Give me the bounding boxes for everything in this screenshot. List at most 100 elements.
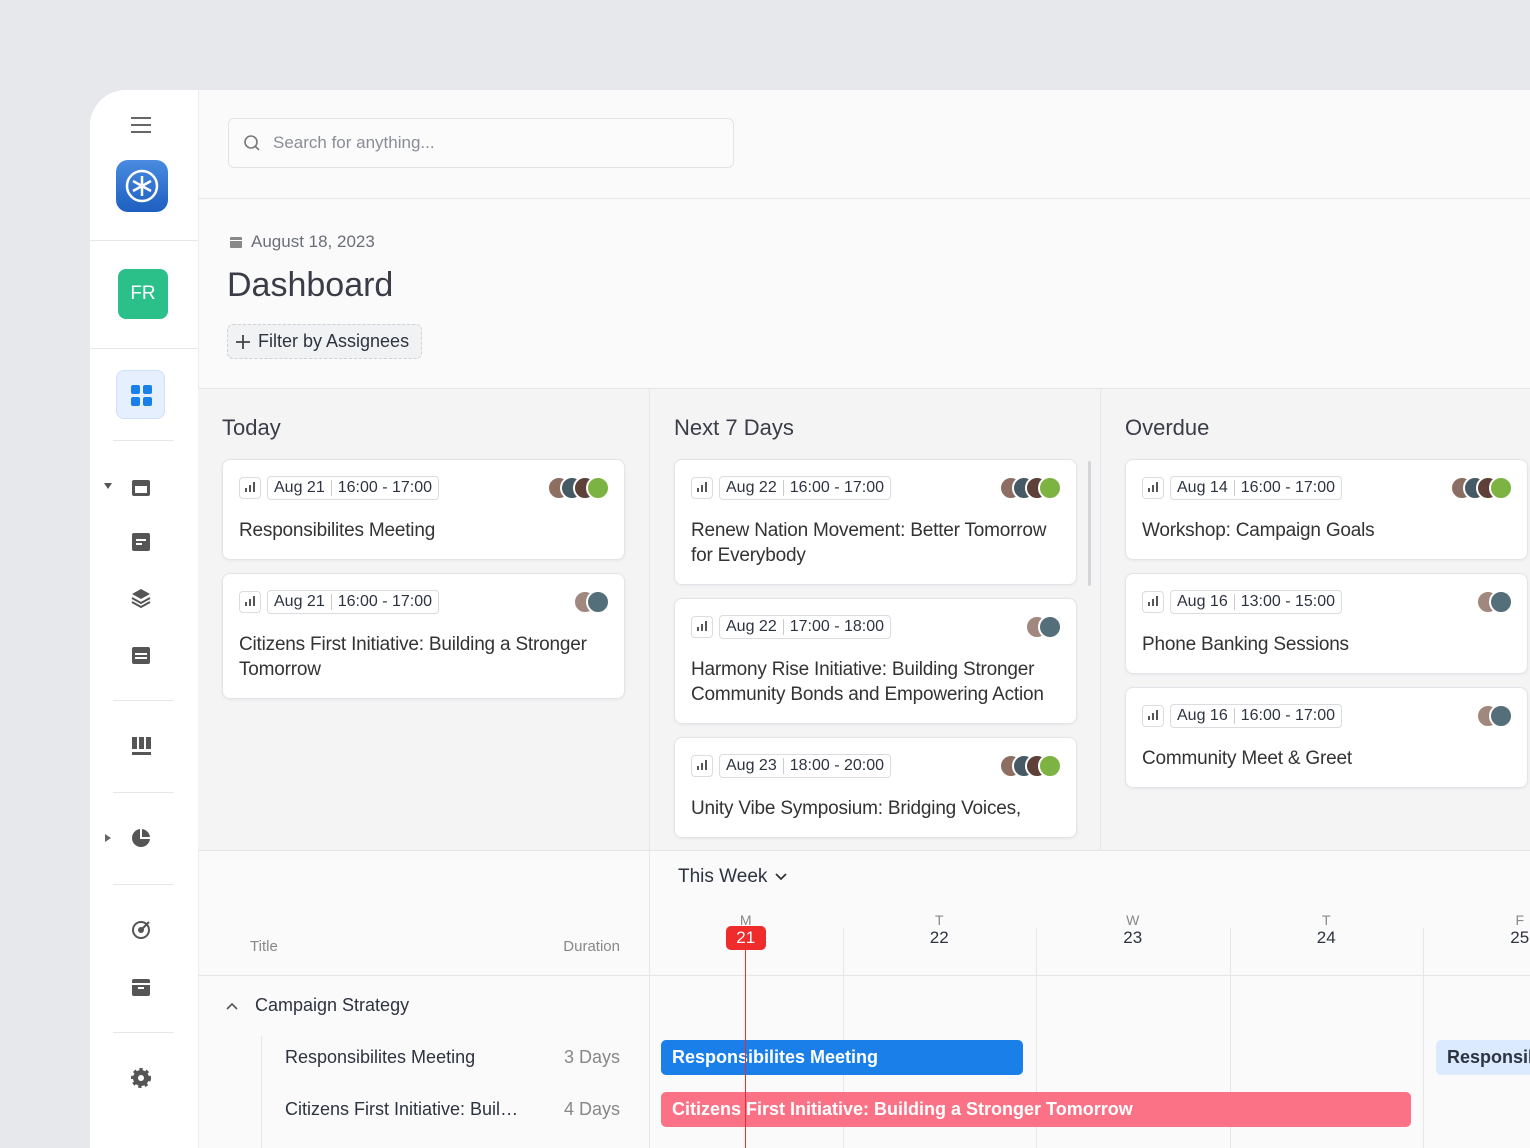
- assignees: [1476, 704, 1513, 728]
- filter-label: Filter by Assignees: [258, 331, 410, 351]
- column: Overdue Aug 14 16:00 - 17:00 Workshop: Camp…: [1100, 389, 1530, 850]
- user-avatar[interactable]: FR: [118, 269, 168, 319]
- settings-nav[interactable]: [130, 1067, 152, 1089]
- task-card[interactable]: Aug 16 16:00 - 17:00 Community Meet & Gree…: [1125, 687, 1528, 788]
- card-time: 16:00 - 17:00: [337, 593, 433, 610]
- date-time: Aug 16 16:00 - 17:00: [1170, 704, 1343, 728]
- day-letter: T: [1321, 912, 1331, 928]
- day-date: 21: [725, 926, 766, 950]
- day-line: [842, 928, 844, 1148]
- task-card[interactable]: Aug 16 13:00 - 15:00 Phone Banking Session…: [1125, 573, 1528, 674]
- dashboard-nav[interactable]: [116, 370, 165, 419]
- sidebar: FR: [90, 90, 199, 1148]
- card-time: 13:00 - 15:00: [1240, 593, 1336, 610]
- divider: [330, 594, 332, 610]
- priority-icon: [1142, 477, 1164, 499]
- task-bar-label: Responsibilites Meeting: [672, 1047, 879, 1067]
- period-label: This Week: [678, 866, 768, 887]
- task-card[interactable]: Aug 22 17:00 - 18:00 Harmony Rise Initiati…: [674, 598, 1077, 724]
- day-date: 24: [1316, 928, 1336, 947]
- card-badge: Aug 22 16:00 - 17:00: [691, 476, 1060, 500]
- card-title: Unity Vibe Symposium: Bridging Voices,: [691, 798, 1021, 819]
- assignee-avatar: [1038, 754, 1062, 778]
- assignee-avatar: [586, 476, 610, 500]
- expand-arrow[interactable]: [105, 834, 111, 842]
- priority-icon: [691, 477, 713, 499]
- menu-button[interactable]: [130, 116, 152, 134]
- card-date: Aug 16: [1177, 593, 1228, 610]
- task-bar[interactable]: Citizens First Initiative: Building a St…: [661, 1092, 1411, 1127]
- day-date: 23: [1123, 928, 1143, 947]
- day-line: [1423, 928, 1424, 1148]
- timeline: This Week Title Duration M 21 T 22 W 23 T 24 F 25 Cam…: [198, 850, 1530, 1148]
- assignee-avatar: [1489, 476, 1513, 500]
- row-duration: 3 Days: [563, 1047, 620, 1067]
- column: Next 7 Days Aug 22 16:00 - 17:00 Renew Nati…: [649, 389, 1100, 850]
- card-date: Aug 21: [274, 479, 325, 496]
- priority-icon: [1142, 705, 1164, 727]
- board-nav[interactable]: [130, 735, 152, 757]
- layers-nav[interactable]: [130, 587, 152, 609]
- card-date: Aug 16: [1177, 707, 1228, 724]
- divider: [1233, 480, 1235, 496]
- priority-icon: [691, 755, 713, 777]
- card-title: Harmony Rise Initiative: Building Strong…: [691, 659, 1044, 705]
- day-letter: F: [1515, 912, 1525, 928]
- row-duration: 4 Days: [563, 1099, 620, 1119]
- group-guide: [261, 1036, 262, 1148]
- divider: [1233, 708, 1235, 724]
- divider: [782, 480, 784, 496]
- card-time: 16:00 - 17:00: [789, 479, 885, 496]
- card-time: 17:00 - 18:00: [789, 618, 885, 635]
- task-card[interactable]: Aug 23 18:00 - 20:00 Unity Vibe Symposium:…: [674, 737, 1077, 838]
- card-badge: Aug 21 16:00 - 17:00: [239, 590, 608, 614]
- card-date: Aug 23: [726, 757, 777, 774]
- column-title: Next 7 Days: [674, 415, 794, 440]
- app-window: FR Search for anything... August 18, 202…: [90, 90, 1530, 1148]
- priority-icon: [239, 591, 261, 613]
- task-card[interactable]: Aug 21 16:00 - 17:00 Citizens First Initia…: [222, 573, 625, 699]
- card-date: Aug 21: [274, 593, 325, 610]
- period-selector[interactable]: This Week: [678, 866, 788, 888]
- task-bar[interactable]: Responsibilites Meeting: [661, 1040, 1023, 1075]
- day-letter: T: [934, 912, 944, 928]
- card-badge: Aug 23 18:00 - 20:00: [691, 754, 1060, 778]
- task-card[interactable]: Aug 21 16:00 - 17:00 Responsibilites Meeti…: [222, 459, 625, 560]
- task-card[interactable]: Aug 22 16:00 - 17:00 Renew Nation Movement…: [674, 459, 1077, 585]
- card-badge: Aug 16 13:00 - 15:00: [1142, 590, 1511, 614]
- card-date: Aug 22: [726, 479, 777, 496]
- day-date: 25: [1510, 928, 1530, 947]
- filter-button[interactable]: Filter by Assignees: [227, 324, 422, 359]
- search-icon: [244, 135, 260, 151]
- plus-icon: [236, 334, 250, 349]
- assignees: [573, 590, 610, 614]
- card-title: Phone Banking Sessions: [1142, 634, 1349, 655]
- day-line: [1229, 928, 1231, 1148]
- card-date: Aug 14: [1177, 479, 1228, 496]
- assignee-avatar: [1038, 615, 1062, 639]
- date-time: Aug 14 16:00 - 17:00: [1170, 476, 1343, 500]
- notes-nav[interactable]: [130, 531, 152, 553]
- date-icon: [230, 237, 242, 248]
- group-name: Campaign Strategy: [255, 995, 410, 1015]
- task-card[interactable]: Aug 14 16:00 - 17:00 Workshop: Campaign Go…: [1125, 459, 1528, 560]
- date-time: Aug 22 17:00 - 18:00: [719, 615, 892, 639]
- date-time: Aug 22 16:00 - 17:00: [719, 476, 892, 500]
- card-list: Aug 21 16:00 - 17:00 Responsibilites Meeti…: [222, 459, 625, 699]
- collapse-toggle[interactable]: [226, 1002, 238, 1010]
- assignee-avatar: [1038, 476, 1062, 500]
- search-box[interactable]: Search for anything...: [228, 118, 734, 168]
- reports-nav[interactable]: [130, 827, 152, 849]
- schedule-nav[interactable]: [130, 644, 152, 666]
- archive-nav[interactable]: [130, 976, 152, 998]
- app-logo[interactable]: [116, 160, 168, 212]
- column: Today Aug 21 16:00 - 17:00 Responsibilites …: [198, 389, 649, 850]
- goals-nav[interactable]: [130, 919, 152, 941]
- column-title: Today: [222, 415, 281, 440]
- day-letter: M: [739, 912, 752, 928]
- task-bar[interactable]: Responsibilites Meeting: [1436, 1040, 1530, 1075]
- assignees: [1450, 476, 1513, 500]
- expand-arrow[interactable]: [104, 483, 112, 489]
- calendar-nav[interactable]: [130, 476, 152, 498]
